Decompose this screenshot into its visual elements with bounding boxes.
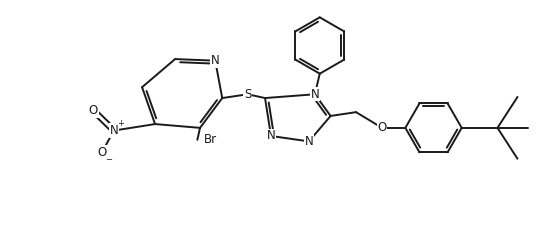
Text: N: N bbox=[211, 54, 220, 67]
Text: O: O bbox=[98, 146, 107, 159]
Text: O: O bbox=[377, 121, 386, 134]
Text: N: N bbox=[109, 124, 118, 137]
Text: Br: Br bbox=[204, 133, 217, 146]
Text: −: − bbox=[106, 155, 113, 164]
Text: S: S bbox=[244, 88, 251, 101]
Text: +: + bbox=[118, 119, 124, 128]
Text: N: N bbox=[305, 135, 313, 148]
Text: N: N bbox=[267, 129, 275, 143]
Text: N: N bbox=[311, 88, 319, 101]
Text: O: O bbox=[89, 104, 98, 117]
